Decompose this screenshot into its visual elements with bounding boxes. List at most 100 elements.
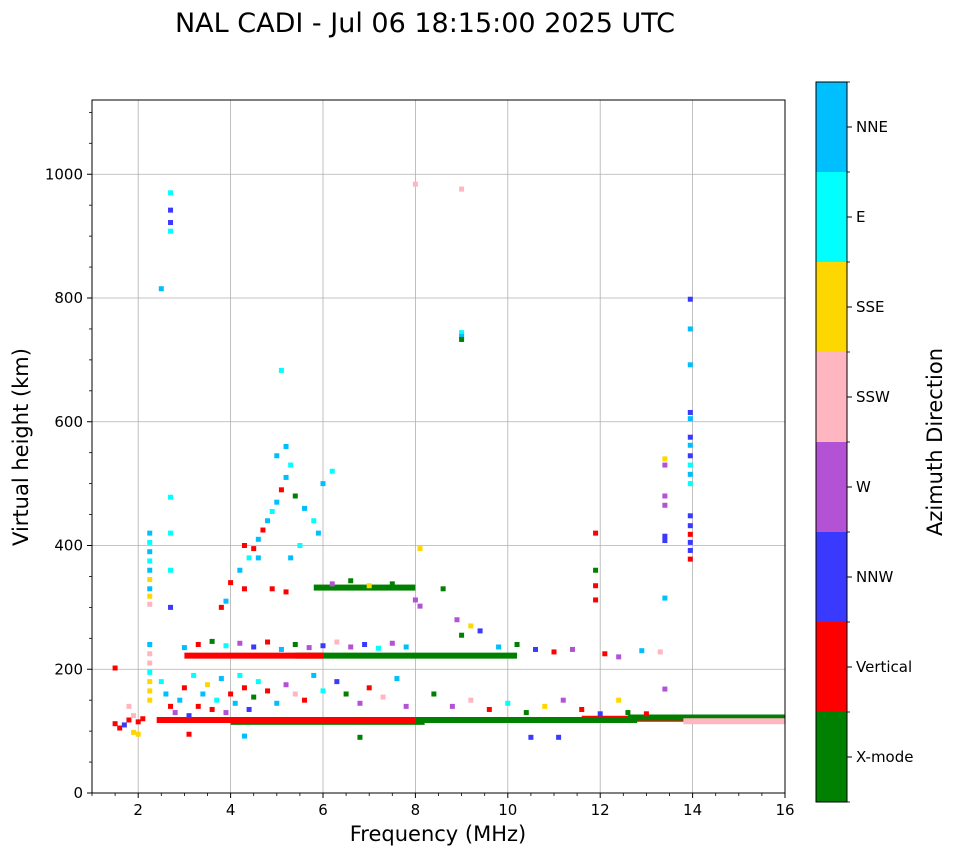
- data-point: [147, 539, 153, 545]
- data-point: [329, 468, 335, 474]
- data-point: [542, 703, 548, 709]
- data-point: [593, 597, 599, 603]
- data-point: [168, 703, 174, 709]
- data-point: [112, 721, 118, 727]
- colorbar-segment: [816, 622, 847, 712]
- data-point: [320, 481, 326, 487]
- data-point: [269, 586, 275, 592]
- colorbar-segment: [816, 82, 847, 172]
- data-point: [662, 462, 668, 468]
- data-point: [147, 642, 153, 647]
- data-point: [131, 713, 137, 719]
- data-point: [147, 601, 153, 607]
- data-point: [292, 642, 298, 647]
- data-point: [380, 694, 386, 700]
- data-point: [274, 499, 280, 505]
- data-point: [278, 367, 284, 373]
- data-point: [486, 706, 492, 712]
- data-point: [459, 632, 465, 638]
- data-point: [662, 538, 668, 544]
- data-point: [223, 598, 229, 604]
- x-tick-label: 14: [683, 801, 702, 819]
- data-point: [417, 546, 423, 552]
- data-point: [147, 577, 153, 583]
- data-point: [209, 638, 215, 644]
- data-point: [278, 487, 284, 493]
- data-point: [389, 581, 395, 587]
- data-point: [274, 700, 280, 706]
- data-segment: [627, 714, 785, 721]
- y-tick-label: 1000: [45, 165, 83, 183]
- data-point: [297, 543, 303, 548]
- data-point: [158, 679, 164, 685]
- data-segment: [683, 718, 785, 725]
- data-point: [241, 733, 247, 739]
- data-point: [251, 546, 257, 552]
- data-point: [147, 558, 153, 564]
- data-point: [662, 595, 668, 601]
- colorbar-segment: [816, 712, 847, 802]
- x-tick-label: 8: [411, 801, 421, 819]
- data-point: [412, 597, 418, 603]
- data-point: [459, 186, 465, 192]
- data-point: [403, 703, 409, 709]
- data-point: [662, 456, 668, 462]
- data-point: [375, 645, 381, 651]
- plot-area: 2 4 6 8 10 12 14 16 0 200 400 600 800 1000: [45, 99, 795, 819]
- data-point: [625, 710, 631, 716]
- data-point: [269, 508, 275, 514]
- data-marks: [112, 181, 785, 740]
- data-point: [265, 639, 271, 645]
- data-point: [260, 527, 266, 533]
- data-point: [320, 643, 326, 649]
- data-point: [126, 717, 132, 723]
- data-point: [168, 567, 174, 573]
- data-point: [140, 716, 146, 722]
- data-point: [662, 502, 668, 508]
- data-point: [255, 679, 261, 685]
- data-point: [403, 644, 409, 650]
- data-point: [440, 586, 446, 592]
- colorbar-tick-label: Vertical: [856, 658, 912, 676]
- data-point: [283, 589, 289, 595]
- data-point: [569, 646, 575, 652]
- data-point: [232, 700, 238, 706]
- y-axis-ticks: 0 200 400 600 800 1000: [45, 111, 92, 802]
- data-point: [348, 644, 354, 650]
- data-point: [186, 731, 192, 737]
- data-point: [687, 362, 693, 368]
- data-point: [147, 593, 153, 599]
- data-point: [593, 583, 599, 589]
- data-point: [168, 190, 174, 196]
- data-point: [551, 649, 557, 655]
- data-point: [288, 555, 294, 561]
- data-point: [265, 518, 271, 524]
- x-tick-label: 4: [226, 801, 236, 819]
- data-point: [251, 644, 257, 650]
- data-point: [228, 691, 234, 697]
- data-point: [687, 326, 693, 332]
- colorbar-segment: [816, 532, 847, 622]
- data-point: [412, 181, 418, 187]
- data-segment: [295, 652, 518, 659]
- data-point: [459, 333, 465, 339]
- data-point: [131, 729, 137, 735]
- data-point: [112, 665, 118, 671]
- data-point: [283, 444, 289, 449]
- y-tick-label: 800: [54, 289, 83, 307]
- data-point: [147, 651, 153, 657]
- data-point: [449, 703, 455, 709]
- data-point: [168, 530, 174, 536]
- data-point: [223, 643, 229, 649]
- data-point: [246, 706, 252, 712]
- data-point: [394, 676, 400, 682]
- data-point: [147, 660, 153, 666]
- data-point: [292, 691, 298, 697]
- data-point: [168, 494, 174, 500]
- data-point: [274, 453, 280, 459]
- data-point: [431, 691, 437, 697]
- data-point: [117, 725, 123, 731]
- data-point: [366, 583, 372, 589]
- data-point: [616, 697, 622, 703]
- colorbar-segment: [816, 262, 847, 352]
